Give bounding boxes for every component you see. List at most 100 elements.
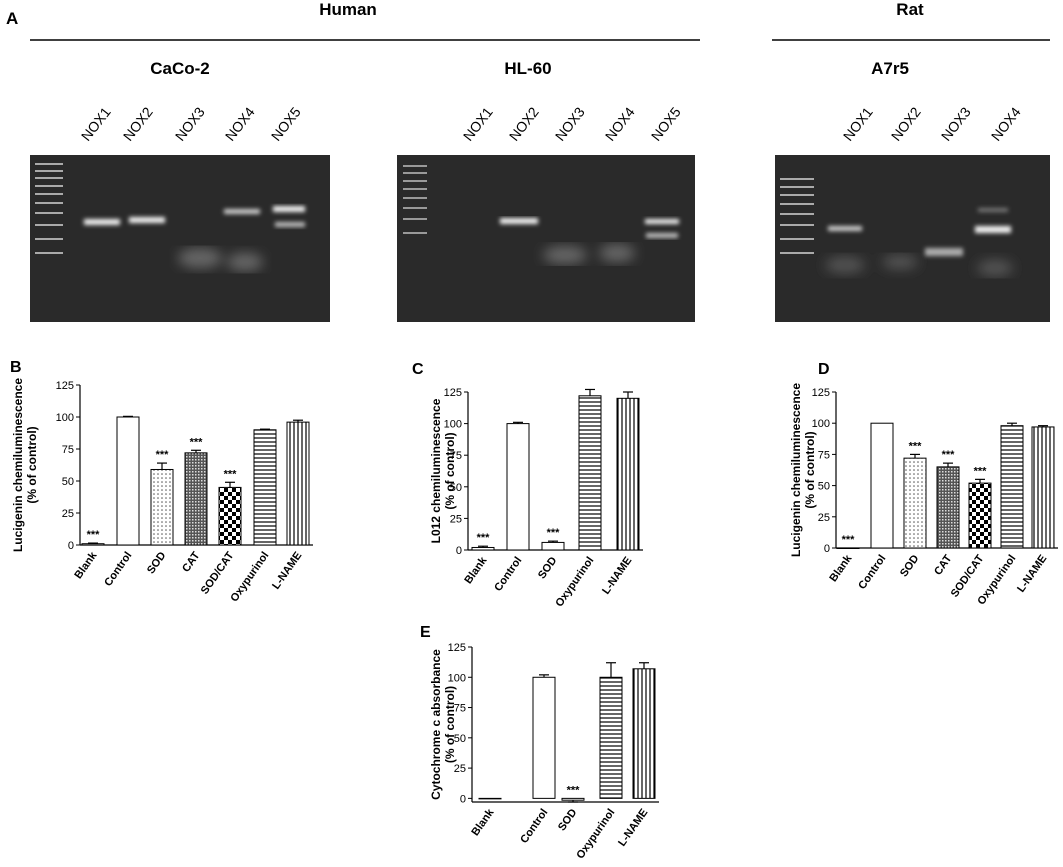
y-tick-label: 50 bbox=[450, 482, 462, 494]
y-axis-label: (% of control) bbox=[803, 431, 817, 508]
gel-image bbox=[775, 155, 1050, 322]
y-tick-label: 125 bbox=[812, 387, 830, 399]
significance: *** bbox=[190, 436, 204, 448]
x-tick-label: L-NAME bbox=[1015, 553, 1049, 595]
bar bbox=[870, 422, 894, 549]
y-tick-label: 50 bbox=[818, 481, 830, 493]
significance: *** bbox=[224, 468, 238, 480]
x-tick-label: SOD/CAT bbox=[199, 550, 237, 597]
y-tick-label: 50 bbox=[62, 476, 74, 488]
y-axis-label: Lucigenin chemiluminescence bbox=[789, 383, 803, 557]
x-tick-label: SOD bbox=[556, 807, 580, 833]
bar bbox=[253, 429, 277, 546]
lane-label: NOX2 bbox=[120, 104, 156, 144]
species-title: Human bbox=[319, 0, 377, 19]
x-tick-label: Blank bbox=[469, 806, 497, 838]
bar bbox=[541, 541, 565, 551]
y-tick-label: 0 bbox=[68, 540, 74, 552]
lane-label: NOX1 bbox=[840, 104, 876, 144]
bar bbox=[936, 466, 960, 549]
panel-label: E bbox=[420, 624, 431, 641]
lane-label: NOX3 bbox=[552, 104, 588, 144]
significance: *** bbox=[547, 527, 561, 539]
y-axis-label: (% of control) bbox=[25, 426, 39, 503]
y-tick-label: 75 bbox=[450, 450, 462, 462]
y-tick-label: 100 bbox=[56, 412, 74, 424]
y-tick-label: 75 bbox=[818, 449, 830, 461]
panel-label: A bbox=[6, 9, 18, 28]
significance: *** bbox=[942, 449, 956, 461]
y-tick-label: 100 bbox=[448, 672, 466, 684]
x-tick-label: Blank bbox=[462, 554, 490, 586]
y-tick-label: 25 bbox=[818, 512, 830, 524]
x-tick-label: Oxypurinol bbox=[553, 555, 596, 609]
panel-label: B bbox=[10, 359, 22, 376]
lane-label: NOX3 bbox=[172, 104, 208, 144]
x-tick-label: Control bbox=[856, 553, 888, 592]
bar bbox=[506, 423, 530, 551]
bar bbox=[471, 546, 495, 551]
species-title: Rat bbox=[896, 0, 924, 19]
bar bbox=[1000, 425, 1024, 549]
bar bbox=[218, 486, 242, 546]
lane-label: NOX4 bbox=[222, 104, 258, 144]
lane-label: NOX2 bbox=[506, 104, 542, 144]
bar bbox=[561, 797, 585, 801]
y-tick-label: 125 bbox=[448, 642, 466, 654]
bar bbox=[532, 676, 556, 799]
x-tick-label: CAT bbox=[180, 550, 202, 575]
y-tick-label: 25 bbox=[62, 508, 74, 520]
y-tick-label: 75 bbox=[62, 444, 74, 456]
x-tick-label: SOD bbox=[536, 555, 560, 581]
x-tick-label: Control bbox=[102, 550, 134, 589]
x-tick-label: Control bbox=[518, 807, 550, 846]
significance: *** bbox=[567, 784, 581, 796]
y-tick-label: 0 bbox=[824, 543, 830, 555]
lane-label: NOX1 bbox=[460, 104, 496, 144]
bar bbox=[578, 395, 602, 551]
y-axis-label: Lucigenin chemiluminescence bbox=[11, 378, 25, 552]
bar bbox=[1031, 426, 1055, 549]
gel-title: CaCo-2 bbox=[150, 59, 210, 78]
x-tick-label: SOD bbox=[145, 550, 169, 576]
significance: *** bbox=[87, 529, 101, 541]
x-tick-label: Blank bbox=[72, 549, 100, 581]
y-tick-label: 0 bbox=[456, 545, 462, 557]
y-tick-label: 125 bbox=[56, 380, 74, 392]
bar bbox=[286, 421, 310, 546]
x-tick-label: CAT bbox=[932, 553, 954, 578]
lane-label: NOX1 bbox=[78, 104, 114, 144]
gel-image bbox=[397, 155, 695, 322]
y-tick-label: 100 bbox=[812, 418, 830, 430]
x-tick-label: SOD bbox=[898, 553, 922, 579]
bar bbox=[616, 397, 640, 551]
x-tick-label: Control bbox=[492, 555, 524, 594]
significance: *** bbox=[909, 440, 923, 452]
significance: *** bbox=[842, 534, 856, 546]
y-tick-label: 25 bbox=[450, 513, 462, 525]
y-tick-label: 50 bbox=[454, 733, 466, 745]
significance: *** bbox=[156, 449, 170, 461]
lane-label: NOX5 bbox=[648, 104, 684, 144]
x-tick-label: L-NAME bbox=[616, 807, 650, 849]
y-tick-label: 0 bbox=[460, 793, 466, 805]
y-axis-label: (% of control) bbox=[443, 686, 457, 763]
lane-label: NOX3 bbox=[938, 104, 974, 144]
bar bbox=[116, 416, 140, 546]
x-tick-label: Oxypurinol bbox=[574, 807, 617, 861]
bar bbox=[184, 452, 208, 546]
lane-label: NOX4 bbox=[602, 104, 638, 144]
significance: *** bbox=[477, 532, 491, 544]
bar bbox=[836, 547, 860, 549]
gel-image bbox=[30, 155, 330, 322]
significance: *** bbox=[974, 465, 988, 477]
bar bbox=[903, 457, 927, 549]
y-tick-label: 75 bbox=[454, 703, 466, 715]
y-tick-label: 25 bbox=[454, 763, 466, 775]
bar bbox=[599, 676, 623, 799]
y-tick-label: 100 bbox=[444, 419, 462, 431]
lane-label: NOX5 bbox=[268, 104, 304, 144]
y-axis-label: Cytochrome c absorbance bbox=[429, 649, 443, 800]
y-axis-label: L012 chemiluminescence bbox=[429, 398, 443, 543]
